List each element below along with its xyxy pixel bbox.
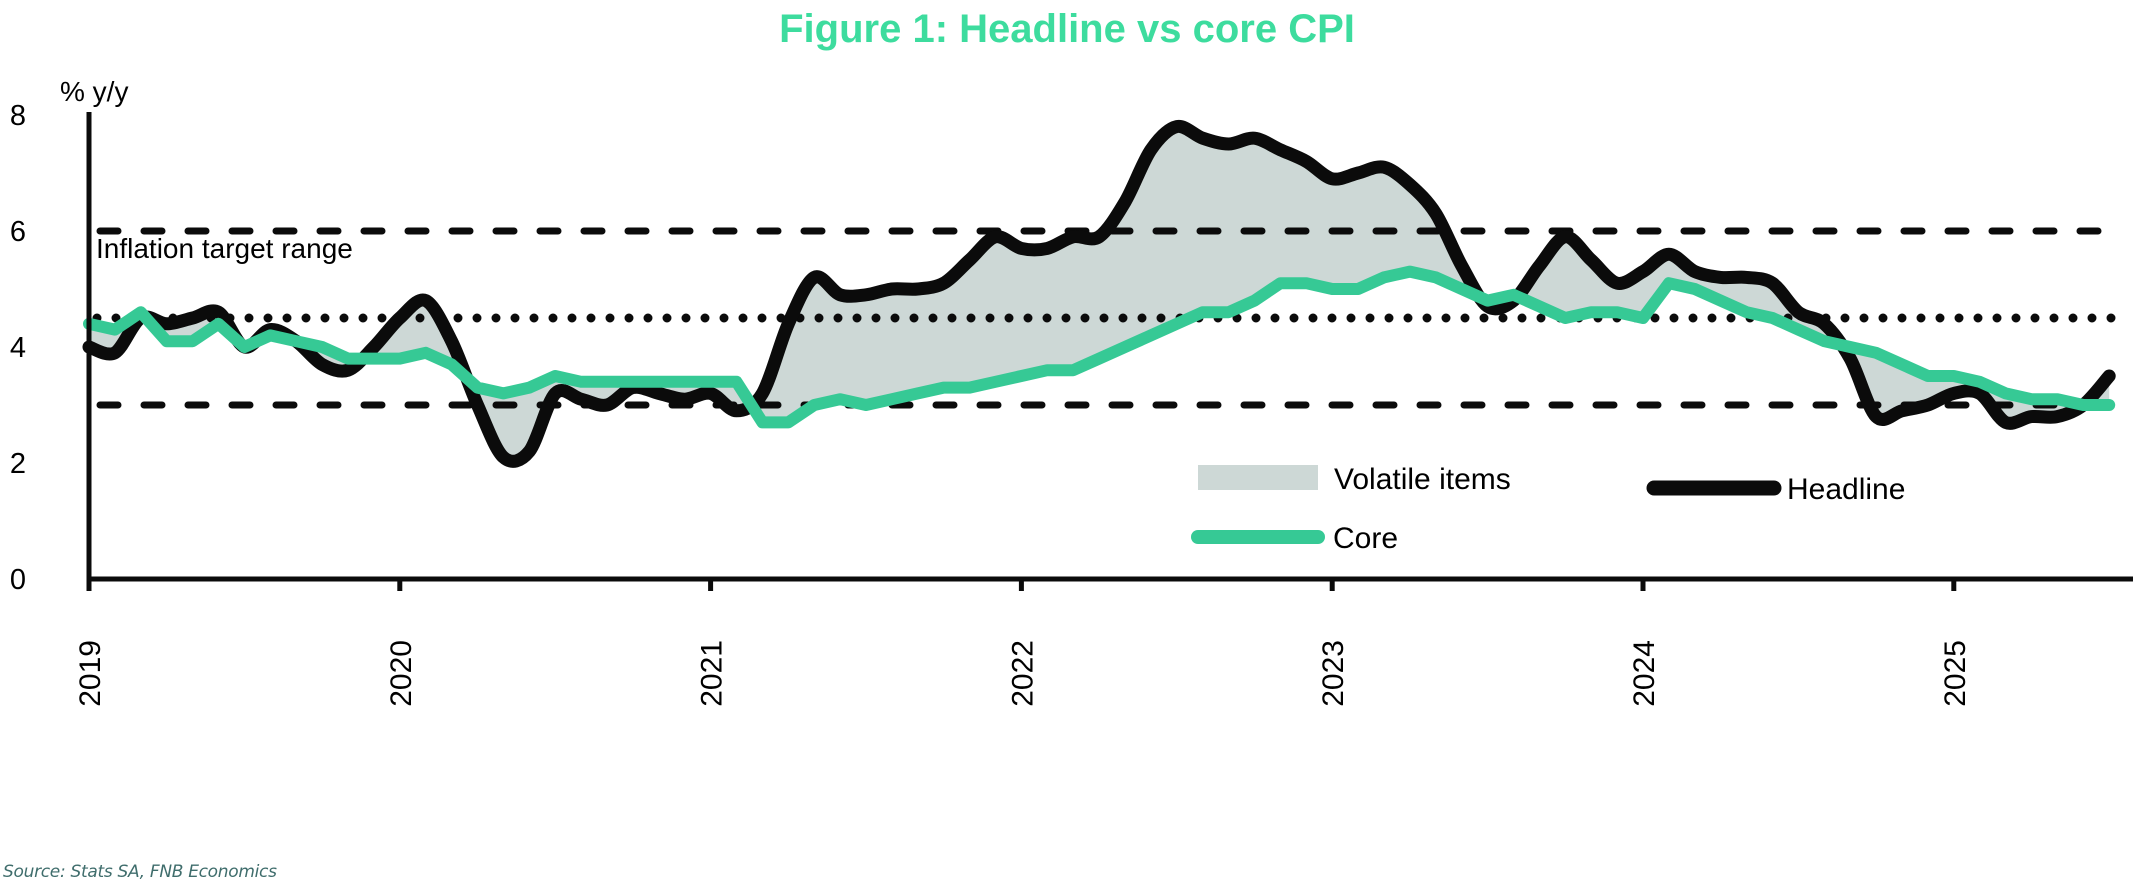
x-tick-label: 2019 bbox=[74, 640, 107, 707]
legend: Volatile items Headline Core bbox=[1191, 463, 1905, 555]
target-range-annotation: Inflation target range bbox=[96, 233, 353, 264]
legend-label-volatile-items: Volatile items bbox=[1334, 463, 1511, 496]
volatile-items-area bbox=[89, 126, 2110, 462]
x-tick-label: 2022 bbox=[1006, 640, 1039, 707]
legend-swatch-volatile-items bbox=[1198, 465, 1318, 490]
source-note: Source: Stats SA, FNB Economics bbox=[3, 862, 277, 882]
core-series-line bbox=[83, 265, 2116, 429]
volatile-items-area-layer bbox=[89, 126, 2110, 462]
x-tick-label: 2024 bbox=[1628, 640, 1661, 707]
legend-item-volatile-items: Volatile items bbox=[1198, 463, 1511, 496]
x-tick-labels: 2019 2020 2021 2022 2023 2024 2025 bbox=[74, 640, 1972, 707]
headline-series-line bbox=[82, 119, 2116, 468]
chart-title: Figure 1: Headline vs core CPI bbox=[779, 7, 1355, 51]
y-tick-label: 4 bbox=[10, 332, 26, 364]
legend-label-core: Core bbox=[1333, 522, 1398, 555]
legend-item-core: Core bbox=[1191, 522, 1398, 555]
y-tick-label: 2 bbox=[10, 448, 26, 480]
y-tick-label: 0 bbox=[10, 564, 26, 596]
y-tick-labels: 0 2 4 6 8 bbox=[10, 100, 26, 596]
legend-label-headline: Headline bbox=[1787, 473, 1905, 506]
axes bbox=[86, 112, 2133, 591]
x-tick-label: 2021 bbox=[696, 640, 729, 707]
x-tick-label: 2023 bbox=[1317, 640, 1350, 707]
legend-item-headline: Headline bbox=[1646, 473, 1905, 506]
x-tick-label: 2020 bbox=[385, 640, 418, 707]
series-lines bbox=[82, 119, 2116, 468]
x-tick-label: 2025 bbox=[1939, 640, 1972, 707]
y-tick-label: 8 bbox=[10, 100, 26, 132]
y-tick-label: 6 bbox=[10, 216, 26, 248]
y-axis-label: % y/y bbox=[60, 76, 128, 107]
